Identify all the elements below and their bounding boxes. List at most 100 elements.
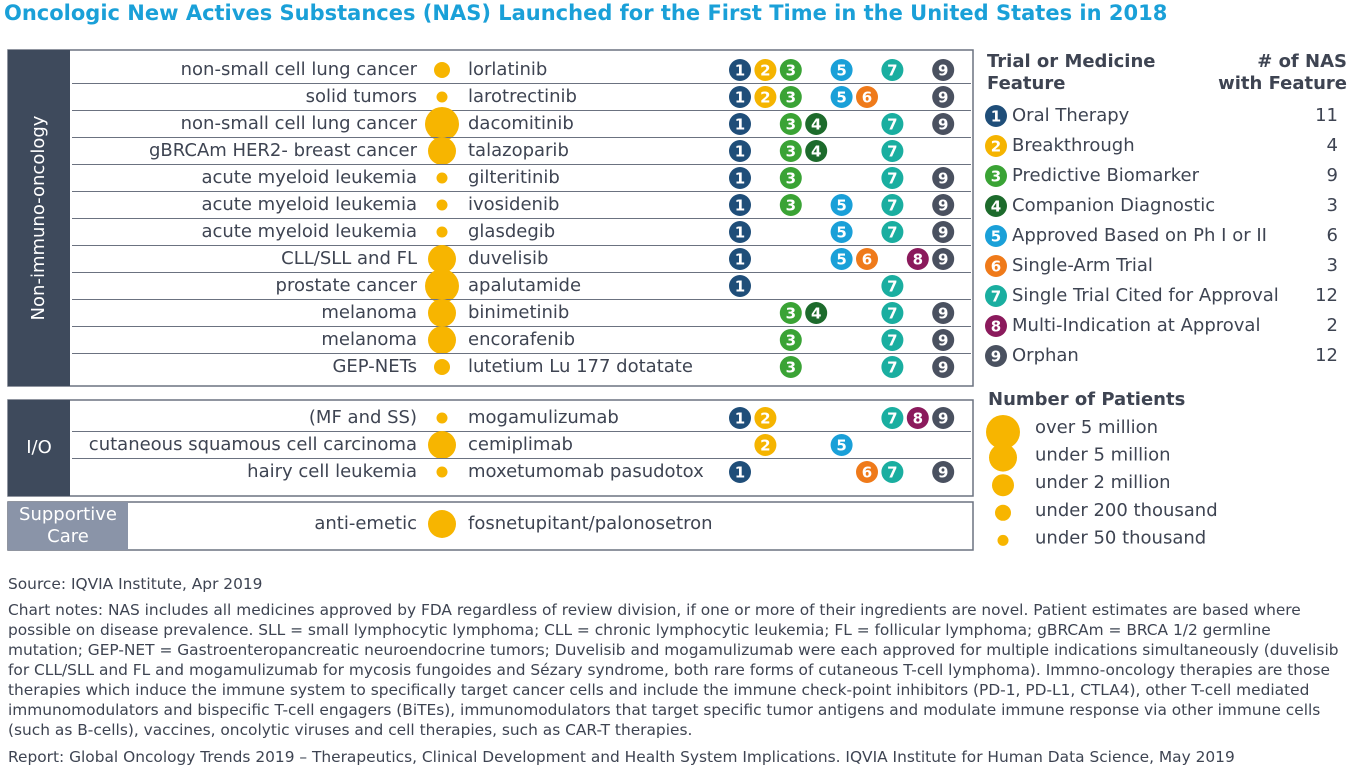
feature-label: Breakthrough bbox=[1012, 135, 1135, 156]
indication: CLL/SLL and FL bbox=[281, 248, 417, 269]
feature-legend-heading: Trial or Medicine bbox=[987, 51, 1155, 72]
feature-number: 9 bbox=[938, 62, 948, 80]
feature-badge bbox=[881, 113, 904, 135]
feature-number: 4 bbox=[991, 198, 1001, 216]
feature-badge bbox=[729, 248, 751, 270]
feature-badge bbox=[906, 407, 929, 429]
feature-badge bbox=[985, 285, 1007, 307]
feature-badge bbox=[932, 329, 955, 351]
feature-badge bbox=[754, 86, 777, 108]
patient-legend-dot bbox=[992, 474, 1014, 497]
feature-count: 6 bbox=[1327, 225, 1338, 246]
feature-badge bbox=[856, 248, 878, 270]
feature-badge bbox=[906, 248, 929, 270]
feature-number: 3 bbox=[786, 359, 796, 377]
patient-legend-dot bbox=[997, 534, 1009, 546]
feature-number: 9 bbox=[938, 332, 948, 350]
feature-badge bbox=[881, 140, 904, 162]
feature-badge bbox=[932, 302, 955, 324]
feature-number: 9 bbox=[938, 359, 948, 377]
feature-number: 1 bbox=[735, 224, 745, 242]
feature-count: 2 bbox=[1327, 315, 1338, 336]
feature-badge bbox=[830, 86, 853, 108]
feature-number: 2 bbox=[991, 138, 1001, 156]
count-heading: with Feature bbox=[1218, 73, 1347, 94]
feature-label: Companion Diagnostic bbox=[1012, 195, 1215, 216]
feature-number: 7 bbox=[887, 170, 897, 188]
patient-legend-label: under 200 thousand bbox=[1035, 500, 1218, 521]
feature-badge bbox=[985, 135, 1007, 157]
feature-number: 8 bbox=[991, 318, 1001, 336]
drug: gilteritinib bbox=[468, 167, 560, 188]
feature-badge bbox=[729, 194, 751, 216]
feature-number: 5 bbox=[836, 89, 846, 107]
notes: Chart notes: NAS includes all medicines … bbox=[8, 601, 1339, 739]
feature-badge bbox=[856, 461, 878, 483]
feature-badge bbox=[881, 461, 904, 483]
feature-badge bbox=[932, 356, 955, 378]
group-label-bg bbox=[8, 502, 128, 550]
patient-legend-heading: Number of Patients bbox=[988, 389, 1185, 410]
feature-badge bbox=[830, 434, 853, 456]
group-label-bg bbox=[8, 50, 70, 386]
feature-badge bbox=[856, 86, 878, 108]
patient-dot bbox=[436, 172, 448, 184]
feature-badge bbox=[881, 221, 904, 243]
group-label: Care bbox=[47, 526, 89, 547]
feature-number: 7 bbox=[887, 464, 897, 482]
title: Oncologic New Actives Substances (NAS) L… bbox=[4, 1, 1167, 25]
feature-badge bbox=[729, 407, 751, 429]
patient-dot bbox=[428, 137, 456, 165]
feature-badge bbox=[830, 221, 853, 243]
feature-number: 3 bbox=[786, 170, 796, 188]
feature-number: 8 bbox=[913, 251, 923, 269]
patient-legend-dot bbox=[995, 504, 1011, 521]
feature-label: Approved Based on Ph I or II bbox=[1012, 225, 1267, 246]
drug: dacomitinib bbox=[468, 113, 574, 134]
feature-number: 7 bbox=[887, 359, 897, 377]
patient-dot bbox=[436, 199, 448, 211]
feature-number: 5 bbox=[836, 197, 846, 215]
feature-number: 9 bbox=[991, 348, 1001, 366]
feature-number: 5 bbox=[836, 62, 846, 80]
feature-label: Single Trial Cited for Approval bbox=[1012, 285, 1279, 306]
feature-number: 1 bbox=[735, 89, 745, 107]
feature-number: 7 bbox=[887, 332, 897, 350]
feature-number: 4 bbox=[811, 305, 821, 323]
feature-badge bbox=[985, 105, 1007, 127]
feature-count: 9 bbox=[1327, 165, 1338, 186]
feature-badge bbox=[729, 140, 751, 162]
feature-number: 3 bbox=[786, 62, 796, 80]
drug: fosnetupitant/palonosetron bbox=[468, 513, 713, 534]
patient-dot bbox=[436, 91, 448, 103]
feature-badge bbox=[830, 59, 853, 81]
feature-number: 6 bbox=[862, 89, 872, 107]
feature-count: 4 bbox=[1327, 135, 1338, 156]
feature-number: 7 bbox=[887, 305, 897, 323]
drug: moxetumomab pasudotox bbox=[468, 461, 704, 482]
feature-number: 9 bbox=[938, 170, 948, 188]
feature-badge bbox=[881, 167, 904, 189]
feature-badge bbox=[830, 248, 853, 270]
feature-badge bbox=[805, 140, 828, 162]
feature-label: Multi-Indication at Approval bbox=[1012, 315, 1260, 336]
patient-legend-dot bbox=[986, 415, 1020, 449]
feature-number: 3 bbox=[786, 116, 796, 134]
feature-badge bbox=[754, 434, 777, 456]
feature-count: 12 bbox=[1315, 345, 1338, 366]
indication: acute myeloid leukemia bbox=[201, 167, 417, 188]
feature-badge bbox=[805, 113, 828, 135]
feature-badge bbox=[729, 86, 751, 108]
feature-badge bbox=[932, 221, 955, 243]
drug: lorlatinib bbox=[468, 59, 547, 80]
feature-badge bbox=[932, 59, 955, 81]
feature-badge bbox=[881, 275, 904, 297]
indication: anti-emetic bbox=[314, 513, 417, 534]
feature-number: 9 bbox=[938, 464, 948, 482]
feature-badge bbox=[729, 275, 751, 297]
feature-badge bbox=[932, 461, 955, 483]
feature-number: 2 bbox=[760, 89, 770, 107]
feature-number: 5 bbox=[836, 251, 846, 269]
feature-number: 9 bbox=[938, 251, 948, 269]
patient-dot bbox=[436, 466, 448, 478]
